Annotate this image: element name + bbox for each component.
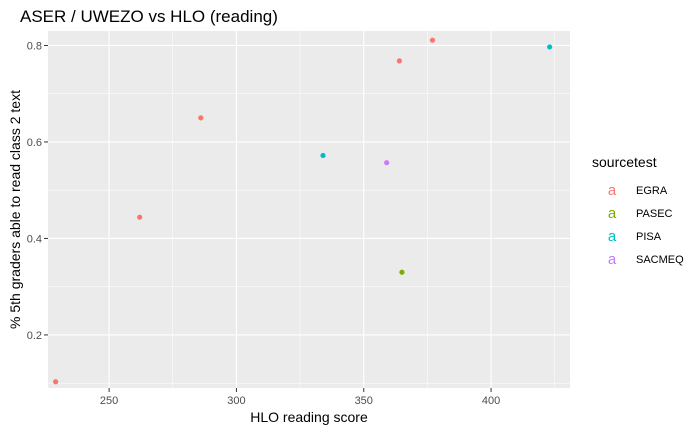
legend: sourcetest a EGRA a PASEC a PISA a SACMEQ bbox=[592, 154, 684, 268]
data-point-pisa bbox=[547, 44, 553, 50]
data-point-pisa bbox=[320, 152, 326, 159]
data-point-egra bbox=[53, 379, 59, 385]
y-axis: 0.2 0.4 0.6 0.8 bbox=[27, 40, 48, 342]
plot-panel bbox=[48, 31, 570, 388]
data-point-egra bbox=[198, 115, 204, 121]
y-tick-label: 0.4 bbox=[27, 233, 42, 245]
x-tick-label: 300 bbox=[227, 395, 245, 407]
x-tick-label: 250 bbox=[100, 395, 118, 407]
legend-label-pasec: PASEC bbox=[636, 208, 673, 220]
chart-title: ASER / UWEZO vs HLO (reading) bbox=[20, 7, 278, 26]
legend-key-pisa: a bbox=[608, 228, 617, 245]
data-points bbox=[53, 37, 553, 385]
data-point-pasec bbox=[399, 269, 405, 275]
y-tick-label: 0.2 bbox=[27, 330, 42, 342]
y-axis-title: % 5th graders able to read class 2 text bbox=[7, 90, 23, 329]
data-point-egra bbox=[396, 58, 402, 64]
x-tick-label: 400 bbox=[482, 395, 500, 407]
data-point-egra bbox=[137, 214, 143, 220]
y-tick-label: 0.6 bbox=[27, 137, 42, 149]
legend-key-egra: a bbox=[608, 182, 617, 199]
legend-key-sacmeq: a bbox=[608, 251, 617, 268]
y-tick-label: 0.8 bbox=[27, 40, 42, 52]
legend-title: sourcetest bbox=[592, 154, 657, 170]
legend-label-pisa: PISA bbox=[636, 231, 662, 243]
grid-major bbox=[48, 31, 570, 388]
legend-key-pasec: a bbox=[608, 205, 617, 222]
x-tick-label: 350 bbox=[355, 395, 373, 407]
data-point-sacmeq bbox=[384, 160, 390, 166]
x-axis-title: HLO reading score bbox=[250, 409, 368, 425]
grid-minor bbox=[48, 31, 570, 388]
data-point-egra bbox=[429, 37, 436, 43]
legend-label-sacmeq: SACMEQ bbox=[636, 254, 684, 266]
legend-label-egra: EGRA bbox=[636, 185, 668, 197]
x-axis: 250 300 350 400 bbox=[100, 388, 500, 407]
